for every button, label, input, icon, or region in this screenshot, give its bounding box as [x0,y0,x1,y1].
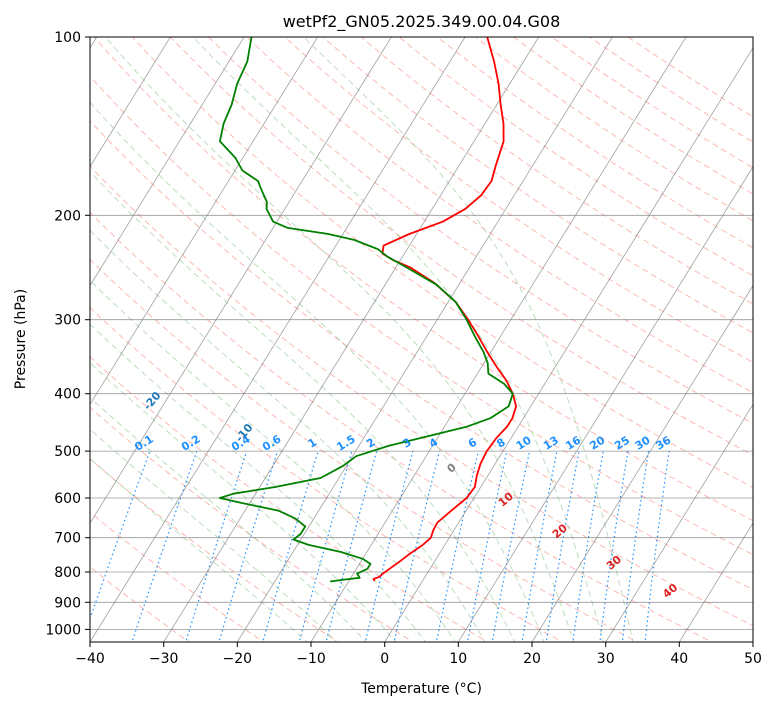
x-tick-label: 0 [380,651,389,667]
dewpoint-trace [218,37,514,583]
isotherm-line [605,403,753,642]
dry-adiabat [207,37,753,425]
dry-adiabat [90,75,753,556]
mixing-ratio-line [393,450,441,642]
isotherm-line [90,37,466,642]
mixing-ratio-line [325,450,378,642]
y-tick-label: 1000 [45,622,81,638]
mixing-ratio-line [262,450,319,642]
x-tick-label: −40 [75,651,105,667]
y-tick-label: 100 [54,30,81,46]
mixing-ratio-line [364,450,414,642]
dry-adiabat [90,258,639,642]
y-tick-label: 500 [54,444,81,460]
moist-adiabat [90,170,516,642]
temperature-trace [372,37,517,582]
dry-adiabat [90,120,753,591]
isotherm-line [90,37,319,406]
y-tick-label: 200 [54,208,81,224]
x-tick-label: −30 [149,651,179,667]
x-tick-label: −20 [223,651,253,667]
y-tick-label: 600 [54,491,81,507]
mixing-ratio-line [466,450,508,642]
tick-layer: −40 −30 −20 −10 0 10 20 30 40 50 100 200 300 400 500 60… [45,30,762,667]
mixing-ratio-line [521,450,558,642]
dry-adiabat [245,37,753,394]
mixing-ratio-line [644,451,670,642]
grid-layer [90,37,753,642]
mixing-ratio-line [621,451,650,642]
y-tick-label: 800 [54,565,81,581]
x-tick-label: 20 [523,651,541,667]
isotherm-line [384,47,753,642]
mixing-ratio-line [572,450,604,642]
data-layer [218,37,517,583]
isotherm-line [163,37,540,642]
x-axis-label: Temperature (°C) [360,681,482,697]
moist-adiabat [90,229,486,642]
isotherm-line [90,37,245,287]
moist-adiabat [90,362,397,642]
x-tick-label: 40 [670,651,688,667]
isotherm-line [531,284,753,642]
dry-adiabat [90,356,489,642]
isotherm-line [457,165,753,642]
isotherm-line [678,522,753,642]
x-tick-label: 10 [449,651,467,667]
dry-adiabat [90,307,564,642]
moist-adiabat [90,396,367,642]
x-tick-label: 50 [744,651,762,667]
dry-adiabat [90,211,713,642]
y-tick-label: 900 [54,595,81,611]
mixing-ratio-line [491,450,531,642]
dry-adiabat [90,458,340,642]
dry-adiabat [169,37,753,456]
x-tick-label: −10 [296,651,326,667]
plot-frame [89,36,754,643]
y-tick-label: 300 [54,313,81,329]
mixing-ratio-line [599,451,629,642]
dry-adiabat [284,37,753,364]
mixing-ratio-line [435,450,479,642]
isotherm-line [90,37,171,168]
y-tick-label: 400 [54,387,81,403]
dry-adiabat [90,165,753,627]
x-tick-label: 30 [597,651,615,667]
isotherm-line [90,37,392,524]
isotherm-line [310,37,687,642]
chart-title: wetPf2_GN05.2025.349.00.04.G08 [283,12,561,32]
y-tick-label: 700 [54,531,81,547]
y-axis-label: Pressure (hPa) [13,289,29,389]
dry-adiabat [90,511,265,642]
